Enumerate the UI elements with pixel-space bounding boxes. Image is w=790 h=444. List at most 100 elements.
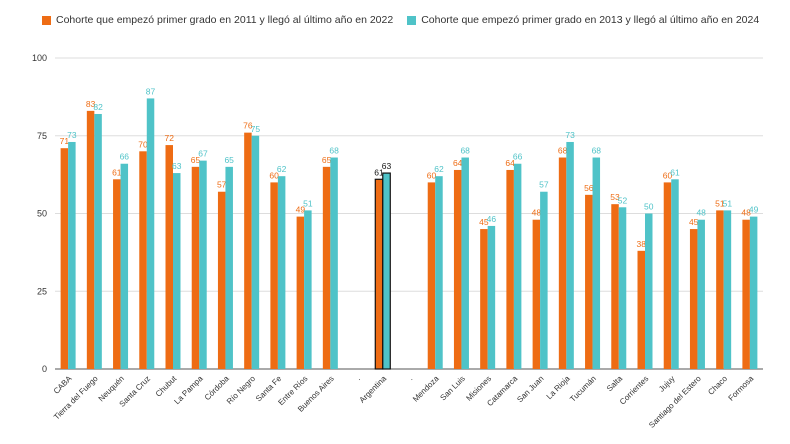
bar-2013 <box>487 225 496 369</box>
data-label-2013: 57 <box>539 180 549 190</box>
x-tick-label: CABA <box>52 374 74 396</box>
bar-2011 <box>217 191 226 369</box>
legend-label-2013: Cohorte que empezó primer grado en 2013 … <box>421 14 760 26</box>
bar-2013 <box>723 210 732 369</box>
data-label-2011: 76 <box>243 121 253 131</box>
data-label-2013: 65 <box>224 155 234 165</box>
x-tick-label: Formosa <box>727 374 756 403</box>
bar-2011 <box>742 219 750 369</box>
data-label-2013: 46 <box>487 214 497 224</box>
data-label-2013: 52 <box>618 195 628 205</box>
data-label-2013: 49 <box>749 205 759 215</box>
bar-2011 <box>165 145 173 369</box>
bar-2011 <box>86 110 95 370</box>
data-label-2011: 49 <box>296 205 306 215</box>
data-label-2013: 61 <box>670 167 680 177</box>
data-label-2011: 48 <box>532 208 542 218</box>
bar-2013 <box>146 98 155 370</box>
bar-2011 <box>427 182 436 369</box>
x-tick-label: Chaco <box>706 374 729 397</box>
bar-2013 <box>592 157 601 369</box>
data-label-2011: 48 <box>741 208 751 218</box>
legend-item-2013[interactable]: Cohorte que empezó primer grado en 2013 … <box>407 14 759 26</box>
bar-2013 <box>671 179 679 369</box>
data-label-2011: 61 <box>112 167 122 177</box>
data-label-2011: 57 <box>217 180 227 190</box>
y-tick-label: 100 <box>32 53 47 63</box>
data-label-2011: 83 <box>86 99 96 109</box>
bar-2011 <box>637 250 645 369</box>
x-tick-label: Jujuy <box>657 374 677 394</box>
bar-2011 <box>322 166 331 369</box>
bar-2013 <box>199 160 207 369</box>
data-label-2011: 64 <box>453 158 463 168</box>
bar-2011 <box>374 178 384 370</box>
bar-2011 <box>453 169 462 369</box>
x-tick-label: Tucumán <box>568 374 598 404</box>
legend-item-2011[interactable]: Cohorte que empezó primer grado en 2011 … <box>42 14 393 26</box>
bar-2013 <box>251 135 260 369</box>
x-tick-label: San Juan <box>515 374 545 404</box>
bar-2011 <box>480 229 488 369</box>
y-tick-label: 25 <box>37 286 47 296</box>
x-tick-label: San Luis <box>438 374 466 402</box>
x-tick-label: Santiago del Estero <box>647 374 703 430</box>
bar-2013 <box>566 141 574 369</box>
bar-2013 <box>225 166 233 369</box>
data-label-2011: 60 <box>427 170 437 180</box>
bar-2011 <box>716 210 724 369</box>
x-tick-label: Mendoza <box>411 374 441 404</box>
bar-2011 <box>139 151 147 369</box>
data-label-2013: 68 <box>329 146 339 156</box>
bar-2013 <box>461 157 469 369</box>
data-label-2013: 50 <box>644 202 654 212</box>
bar-2011 <box>532 219 541 369</box>
data-label-2013: 62 <box>434 164 444 174</box>
x-tick-label: Salta <box>605 374 625 394</box>
data-label-2011: 60 <box>663 170 673 180</box>
x-tick-label: Río Negro <box>225 374 258 407</box>
legend-label-2011: Cohorte que empezó primer grado en 2011 … <box>56 14 394 26</box>
legend-swatch-2011 <box>42 15 51 25</box>
x-tick-label: . <box>406 374 414 382</box>
legend: Cohorte que empezó primer grado en 2011 … <box>42 14 759 26</box>
bar-2013 <box>540 191 548 369</box>
data-label-2013: 66 <box>513 152 523 162</box>
bar-2011 <box>296 216 305 369</box>
bar-2013 <box>435 176 443 369</box>
x-tick-label: . <box>354 374 362 382</box>
bar-2011 <box>270 182 278 369</box>
data-label-2011: 45 <box>689 217 699 227</box>
bar-2011 <box>191 166 200 369</box>
x-tick-label: Corrientes <box>618 374 650 406</box>
data-label-2011: 60 <box>269 170 279 180</box>
bar-2011 <box>585 194 593 369</box>
data-label-2011: 45 <box>479 217 489 227</box>
y-tick-label: 75 <box>37 131 47 141</box>
data-label-2013: 75 <box>251 124 261 134</box>
data-label-2013: 48 <box>696 208 706 218</box>
bar-2013 <box>330 157 338 369</box>
bar-2011 <box>506 169 514 369</box>
data-label-2013: 51 <box>723 198 733 208</box>
y-tick-label: 50 <box>37 209 47 219</box>
data-label-2011: 64 <box>505 158 515 168</box>
bar-2013 <box>94 113 102 369</box>
bar-2013 <box>120 163 129 369</box>
legend-swatch-2013 <box>407 15 417 25</box>
data-label-2011: 56 <box>584 183 594 193</box>
data-label-2011: 71 <box>60 136 70 146</box>
data-label-2013: 67 <box>198 149 208 159</box>
bar-2013 <box>749 216 758 369</box>
data-label-2013: 62 <box>277 164 287 174</box>
x-tick-label: La Pampa <box>172 374 205 407</box>
bar-2013 <box>513 163 522 369</box>
bar-2013 <box>173 173 181 369</box>
data-label-2013: 68 <box>460 146 470 156</box>
data-label-2011: 68 <box>558 146 568 156</box>
data-label-2011: 53 <box>610 192 620 202</box>
bar-2013 <box>68 141 76 369</box>
bar-2013 <box>618 207 627 369</box>
data-label-2013: 73 <box>565 130 575 140</box>
